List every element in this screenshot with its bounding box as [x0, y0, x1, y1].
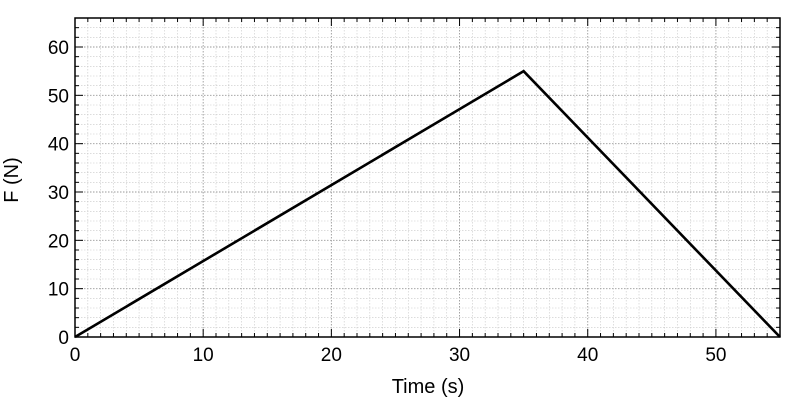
- y-axis-label: F (N): [1, 157, 23, 203]
- plot-frame: [74, 17, 781, 338]
- x-tick-label: 20: [321, 345, 342, 366]
- x-tick-label: 10: [193, 345, 214, 366]
- x-tick-labels: 0 10 20 30 40 50: [70, 345, 727, 366]
- y-tick-label: 10: [48, 280, 69, 301]
- y-tick-labels: 0 10 20 30 40 50 60: [48, 38, 69, 349]
- plot-series: [74, 69, 781, 339]
- x-tick-label: 50: [705, 345, 726, 366]
- x-axis-label: Time (s): [392, 376, 465, 398]
- ticks: [74, 17, 781, 338]
- grid: [74, 17, 781, 338]
- y-tick-label: 30: [48, 183, 69, 204]
- y-tick-label: 40: [48, 135, 69, 156]
- y-tick-label: 50: [48, 86, 69, 107]
- x-tick-label: 40: [577, 345, 598, 366]
- y-tick-label: 60: [48, 38, 69, 59]
- y-tick-label: 0: [58, 328, 69, 349]
- series-line: [74, 69, 781, 339]
- x-tick-label: 0: [70, 345, 81, 366]
- y-tick-label: 20: [48, 231, 69, 252]
- x-tick-label: 30: [449, 345, 470, 366]
